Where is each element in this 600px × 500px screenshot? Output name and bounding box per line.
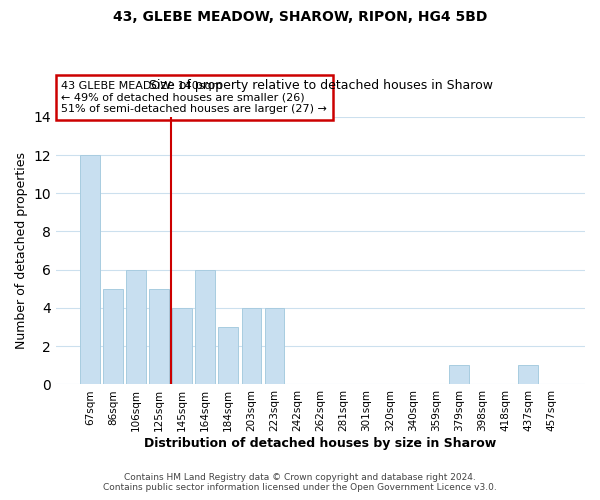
- X-axis label: Distribution of detached houses by size in Sharow: Distribution of detached houses by size …: [145, 437, 497, 450]
- Bar: [103, 289, 123, 384]
- Bar: [218, 327, 238, 384]
- Bar: [126, 270, 146, 384]
- Y-axis label: Number of detached properties: Number of detached properties: [15, 152, 28, 349]
- Bar: [265, 308, 284, 384]
- Bar: [242, 308, 261, 384]
- Text: Contains HM Land Registry data © Crown copyright and database right 2024.
Contai: Contains HM Land Registry data © Crown c…: [103, 473, 497, 492]
- Bar: [172, 308, 192, 384]
- Bar: [80, 155, 100, 384]
- Text: 43, GLEBE MEADOW, SHAROW, RIPON, HG4 5BD: 43, GLEBE MEADOW, SHAROW, RIPON, HG4 5BD: [113, 10, 487, 24]
- Bar: [449, 366, 469, 384]
- Title: Size of property relative to detached houses in Sharow: Size of property relative to detached ho…: [149, 79, 493, 92]
- Bar: [518, 366, 538, 384]
- Bar: [149, 289, 169, 384]
- Bar: [196, 270, 215, 384]
- Text: 43 GLEBE MEADOW: 140sqm
← 49% of detached houses are smaller (26)
51% of semi-de: 43 GLEBE MEADOW: 140sqm ← 49% of detache…: [61, 81, 327, 114]
